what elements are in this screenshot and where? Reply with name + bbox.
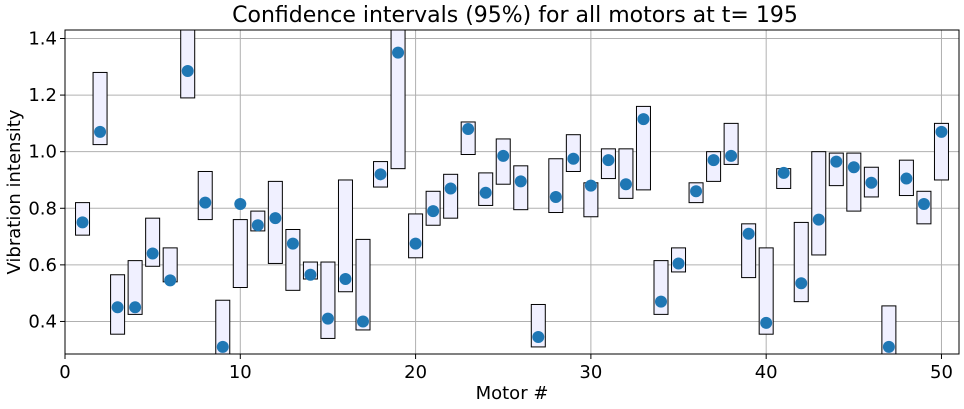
data-point <box>339 273 352 286</box>
data-point <box>549 190 562 203</box>
data-point <box>795 277 808 290</box>
data-point <box>655 295 667 308</box>
data-point <box>865 176 878 189</box>
confidence-interval-box <box>92 71 108 146</box>
data-point <box>497 149 510 162</box>
y-axis: 0.4 0.6 0.8 1.0 1.2 1.4 <box>28 28 65 332</box>
y-tick-label: 0.4 <box>28 311 57 332</box>
y-tick-label: 1.4 <box>28 28 57 49</box>
data-point <box>304 268 317 281</box>
plot-frame <box>64 29 960 355</box>
confidence-interval-box <box>793 221 809 303</box>
confidence-interval-box <box>513 165 529 211</box>
confidence-interval-box <box>933 122 949 181</box>
data-point <box>462 123 475 136</box>
confidence-interval-box <box>320 261 336 339</box>
confidence-interval-box <box>127 260 143 315</box>
data-point <box>181 65 194 78</box>
y-tick-label: 0.6 <box>28 255 57 276</box>
data-point <box>725 149 738 162</box>
data-point <box>830 155 843 168</box>
data-point <box>199 196 212 209</box>
x-tick-label: 30 <box>579 362 602 383</box>
x-tick-label: 20 <box>404 362 427 383</box>
chart-title: Confidence intervals (95%) for all motor… <box>232 3 798 28</box>
data-point <box>129 301 142 314</box>
confidence-interval-box <box>635 105 651 191</box>
data-point <box>444 182 457 195</box>
data-point <box>672 257 685 270</box>
data-point <box>532 331 545 344</box>
data-point <box>479 186 492 199</box>
x-tick-label: 10 <box>229 362 252 383</box>
data-point <box>514 175 527 188</box>
data-point <box>427 205 440 218</box>
data-point <box>269 212 282 225</box>
data-point <box>76 216 89 229</box>
data-point <box>742 227 755 240</box>
data-point <box>111 301 124 314</box>
data-point <box>146 247 159 260</box>
confidence-interval-box <box>180 29 196 99</box>
data-point <box>900 172 913 185</box>
data-point <box>777 166 790 179</box>
data-point <box>690 185 703 198</box>
data-point <box>637 113 650 126</box>
data-point <box>567 152 580 165</box>
confidence-interval-box <box>618 148 634 199</box>
data-point <box>374 168 387 181</box>
data-point <box>707 154 720 167</box>
confidence-interval-box <box>232 219 248 289</box>
y-axis-label: Vibration intensity <box>4 109 25 274</box>
x-axis: 0 10 20 30 40 50 <box>59 354 953 383</box>
x-tick-label: 0 <box>59 362 70 383</box>
confidence-interval-box <box>355 238 371 331</box>
data-point <box>584 179 597 192</box>
confidence-interval-box <box>758 247 774 335</box>
data-point <box>234 198 247 211</box>
data-point <box>216 340 229 353</box>
y-tick-label: 0.8 <box>28 198 57 219</box>
data-point <box>321 312 334 325</box>
data-point <box>251 219 264 232</box>
x-tick-label: 50 <box>930 362 953 383</box>
x-tick-label: 40 <box>755 362 778 383</box>
confidence-interval-box <box>548 158 564 214</box>
confidence-interval-box <box>443 173 459 219</box>
data-point <box>602 154 615 167</box>
confidence-interval-box <box>811 151 827 256</box>
data-point <box>286 237 299 250</box>
data-point <box>409 237 422 250</box>
grid <box>64 30 959 354</box>
x-axis-label: Motor # <box>476 383 549 404</box>
y-tick-label: 1.0 <box>28 142 57 163</box>
data-point <box>882 340 895 353</box>
data-point <box>935 125 948 138</box>
data-point <box>164 274 177 287</box>
plot-area <box>75 29 949 355</box>
data-point <box>392 46 405 59</box>
data-point <box>357 315 369 328</box>
data-point <box>917 198 930 211</box>
data-point <box>94 125 107 138</box>
data-point <box>760 316 773 329</box>
data-point <box>619 178 632 191</box>
confidence-interval-box <box>197 170 213 221</box>
data-point <box>812 213 825 226</box>
data-point <box>847 161 860 174</box>
confidence-interval-box <box>408 213 424 259</box>
y-tick-label: 1.2 <box>28 85 57 106</box>
confidence-interval-box <box>337 179 353 293</box>
